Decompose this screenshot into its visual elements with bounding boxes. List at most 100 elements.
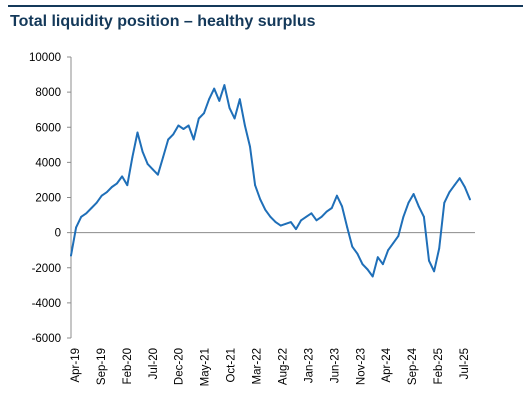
- y-tick-label: 6000: [35, 122, 61, 134]
- data-point: [315, 219, 318, 222]
- x-tick-label: Nov-23: [355, 348, 367, 385]
- data-point: [438, 247, 441, 250]
- data-point: [330, 207, 333, 209]
- x-tick-label: Jan-23: [303, 348, 315, 383]
- data-point: [187, 124, 190, 127]
- data-point: [392, 242, 395, 245]
- data-point: [136, 131, 139, 134]
- data-point: [290, 221, 292, 224]
- y-tick-label: 4000: [35, 157, 61, 169]
- data-point: [269, 215, 272, 218]
- series-group: [70, 84, 471, 278]
- data-point: [305, 215, 308, 218]
- data-point: [197, 117, 200, 120]
- data-point: [356, 252, 359, 255]
- data-point: [131, 156, 134, 159]
- data-point: [361, 263, 364, 266]
- data-point: [448, 191, 451, 194]
- data-point: [264, 208, 267, 211]
- data-point: [387, 249, 389, 252]
- y-tick-label: 10000: [29, 52, 61, 64]
- data-point: [192, 138, 195, 141]
- y-tick-label: 8000: [35, 87, 61, 99]
- x-tick-label: Feb-25: [433, 348, 445, 384]
- data-point: [167, 138, 170, 141]
- x-tick-label: Mar-22: [252, 348, 264, 384]
- data-point: [371, 275, 374, 278]
- data-point: [284, 222, 287, 225]
- x-tick-label: Apr-24: [381, 347, 393, 382]
- data-point: [295, 228, 297, 231]
- data-point: [310, 212, 313, 215]
- data-point: [121, 175, 123, 178]
- x-tick-label: Sep-19: [96, 348, 108, 385]
- y-tick-label: -4000: [32, 298, 61, 310]
- data-point: [141, 150, 144, 153]
- data-point: [244, 124, 246, 127]
- x-tick-label: Jun-23: [329, 348, 341, 383]
- x-tick-label: Dec-20: [174, 348, 186, 385]
- data-point: [233, 117, 236, 120]
- x-tick-label: Aug-22: [277, 348, 289, 385]
- data-point: [249, 145, 251, 148]
- data-point: [376, 256, 379, 259]
- y-tick-label: -6000: [32, 333, 61, 345]
- series-line: [70, 84, 471, 278]
- data-point: [412, 193, 415, 195]
- data-point: [126, 184, 129, 187]
- data-point: [346, 226, 349, 229]
- data-point: [259, 198, 262, 201]
- x-axis: Apr-19 Sep-19 Feb-20 Jul-20 Dec-20 May-21 Oct-…: [70, 347, 471, 386]
- data-point: [397, 235, 400, 238]
- data-point: [105, 191, 108, 194]
- data-point: [453, 184, 456, 187]
- data-point: [203, 112, 205, 115]
- data-point: [95, 201, 98, 204]
- data-point: [172, 133, 175, 136]
- x-tick-label: Oct-21: [226, 348, 238, 383]
- data-point: [458, 177, 461, 180]
- data-point: [407, 201, 410, 204]
- data-point: [417, 205, 420, 208]
- data-point: [274, 221, 277, 224]
- data-point: [228, 107, 231, 109]
- y-tick-label: 2000: [35, 193, 61, 205]
- x-tick-label: Apr-19: [70, 348, 82, 383]
- chart-title: Total liquidity position – healthy surpl…: [10, 13, 316, 30]
- data-point: [70, 254, 72, 257]
- data-point: [366, 268, 369, 271]
- data-point: [279, 224, 282, 227]
- data-point: [423, 215, 425, 218]
- data-point: [382, 263, 384, 266]
- data-point: [428, 259, 430, 262]
- data-point: [254, 184, 256, 187]
- title-rule: [8, 5, 523, 7]
- data-point: [238, 98, 241, 101]
- data-point: [208, 98, 211, 101]
- data-point: [146, 163, 149, 166]
- data-point: [182, 128, 185, 130]
- data-point: [341, 205, 343, 208]
- data-point: [80, 215, 83, 218]
- data-point: [85, 212, 88, 215]
- data-point: [300, 219, 302, 222]
- data-point: [116, 182, 118, 185]
- data-point: [162, 156, 165, 159]
- x-tick-label: Sep-24: [407, 347, 419, 385]
- data-point: [111, 186, 113, 188]
- data-point: [213, 87, 216, 90]
- data-point: [402, 215, 405, 218]
- data-point: [177, 124, 180, 127]
- data-point: [151, 168, 154, 171]
- data-point: [433, 270, 435, 273]
- data-point: [336, 194, 338, 197]
- data-point: [463, 186, 466, 188]
- y-tick-label: 0: [55, 228, 61, 240]
- data-point: [325, 210, 328, 213]
- y-axis: -6000 -4000 -2000 0 2000 4000 6000 8000 10000: [29, 52, 72, 345]
- data-point: [320, 215, 323, 218]
- x-tick-label: Feb-20: [122, 348, 134, 384]
- data-point: [351, 245, 354, 248]
- data-point: [218, 100, 221, 102]
